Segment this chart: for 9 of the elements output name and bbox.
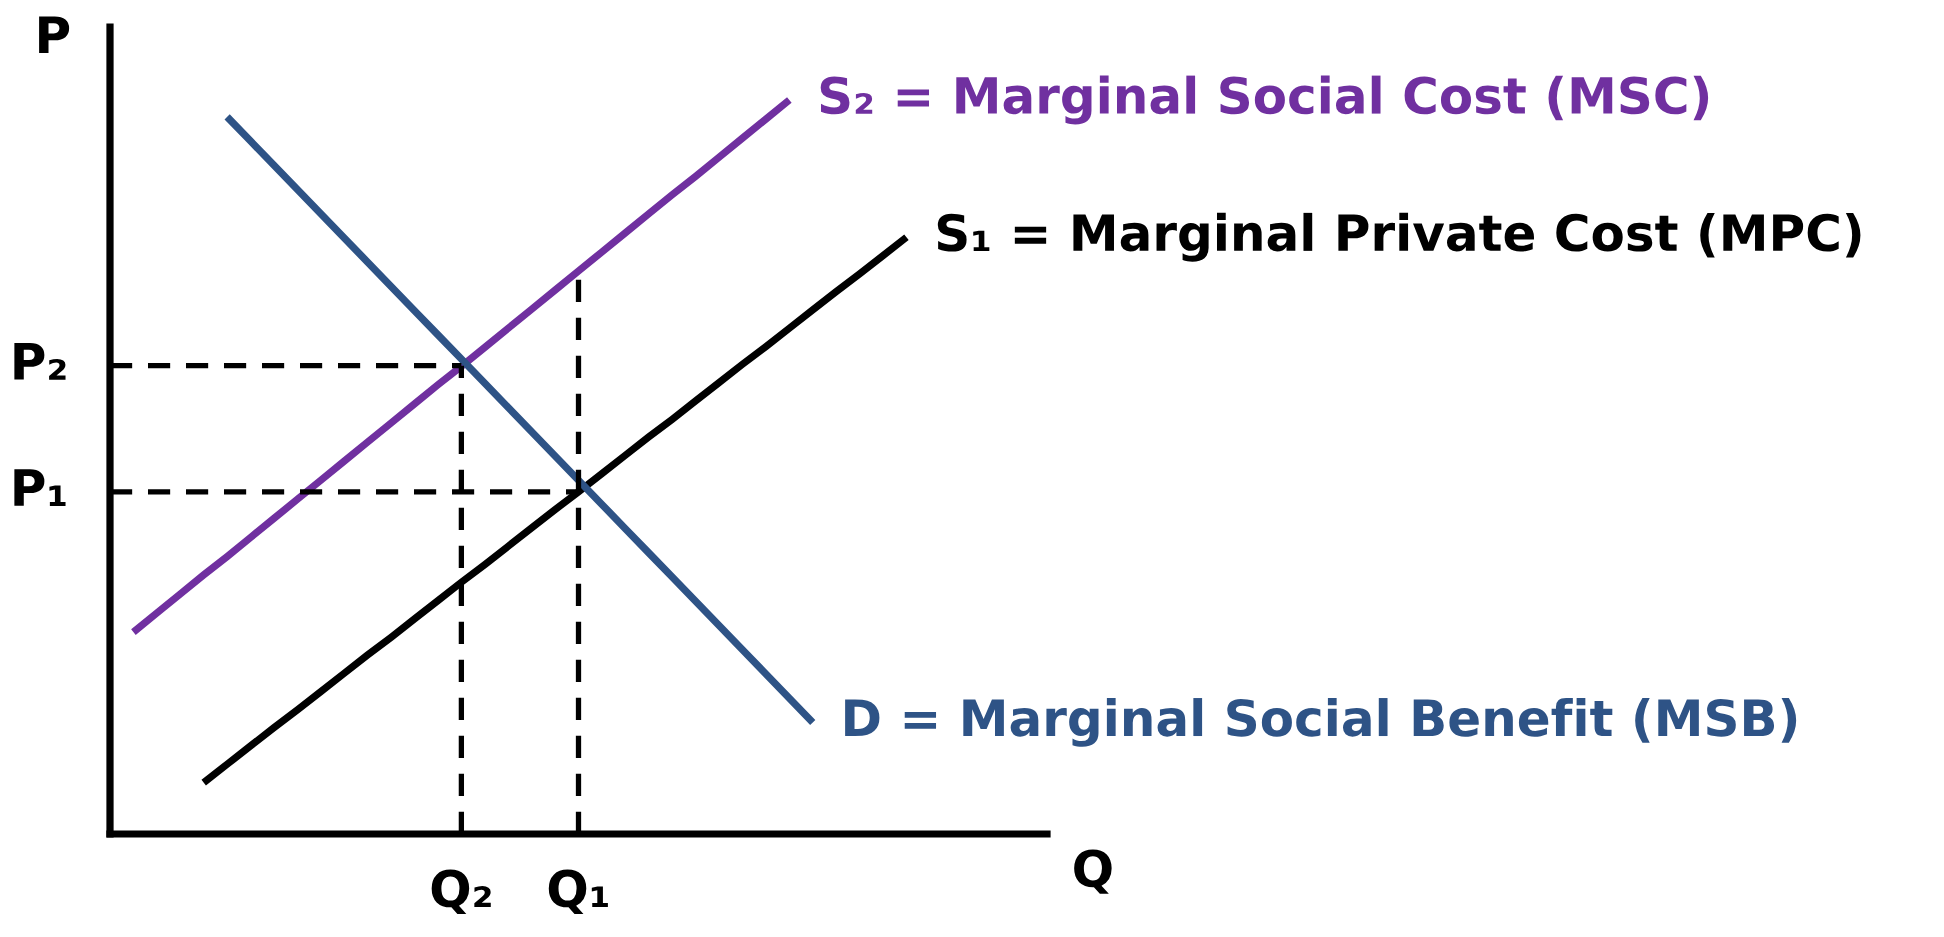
series-label: S₁ = Marginal Private Cost (MPC) — [937, 212, 1861, 262]
y-axis-title: P — [39, 16, 70, 53]
series-label: S₂ = Marginal Social Cost (MSC) — [820, 75, 1709, 125]
series-label: P₂ — [14, 343, 66, 380]
series-label: D = Marginal Social Benefit (MSB) — [845, 698, 1797, 747]
x-tick-label: Q₂ — [431, 869, 491, 915]
x-axis-title: Q — [1074, 849, 1112, 894]
x-tick-label: Q₁ — [548, 869, 608, 915]
series-label: P₁ — [14, 469, 66, 506]
